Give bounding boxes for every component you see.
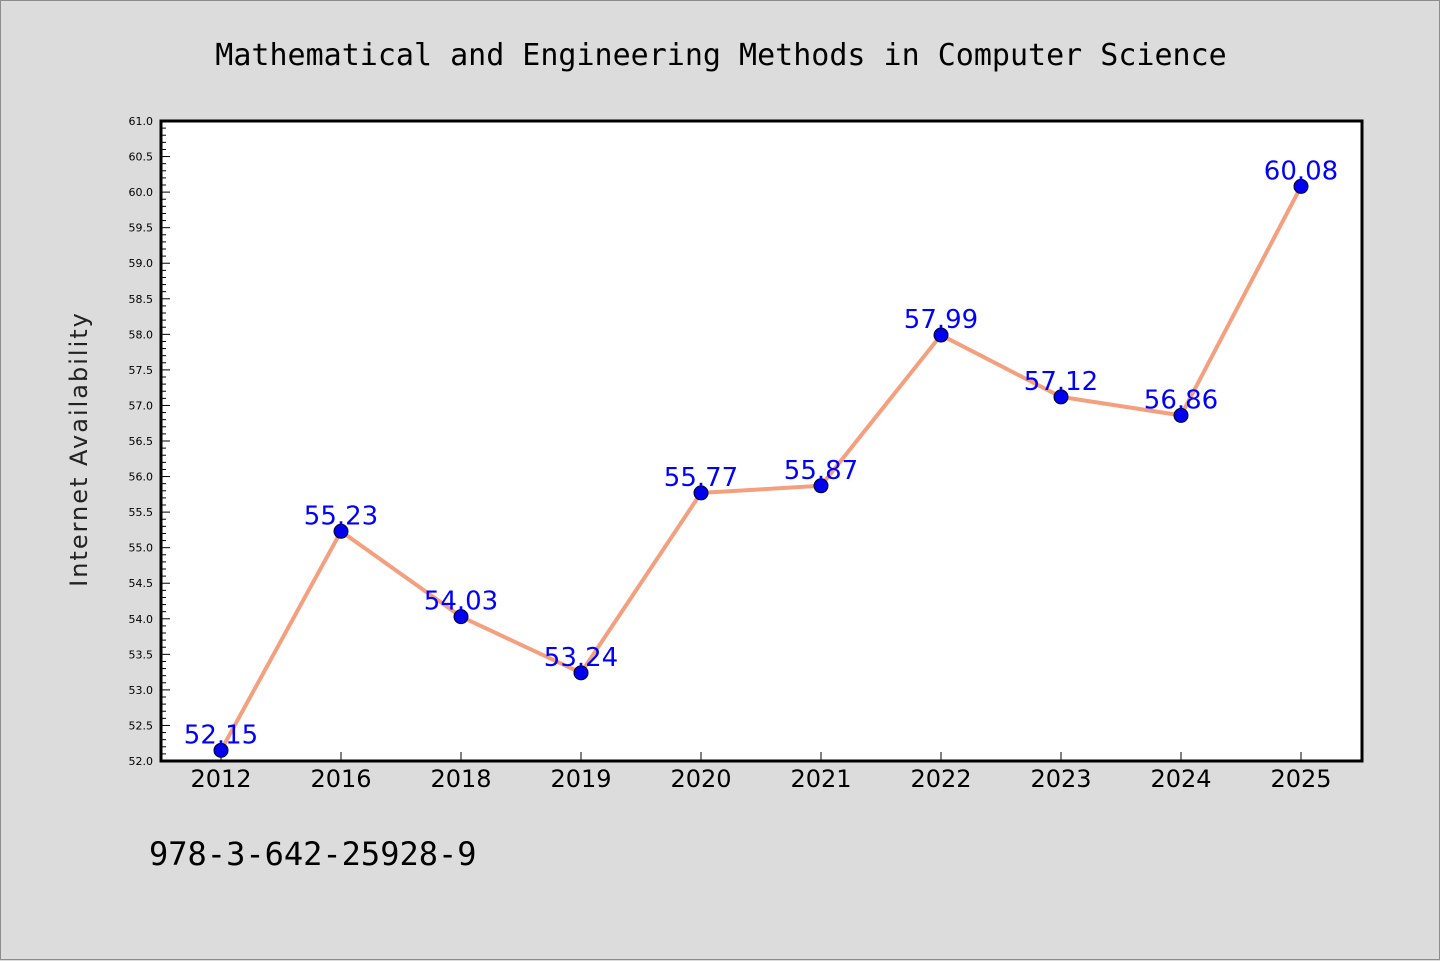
y-tick-label: 56.0 xyxy=(129,471,154,484)
data-point xyxy=(1053,389,1069,405)
y-axis-label: Internet Availability xyxy=(65,311,93,587)
data-point xyxy=(453,609,469,625)
y-tick-label: 54.5 xyxy=(129,577,154,590)
data-label: 55.23 xyxy=(304,501,378,531)
data-point xyxy=(813,478,829,494)
x-tick-label: 2020 xyxy=(670,765,731,793)
y-tick-label: 59.5 xyxy=(129,222,154,235)
x-tick-label: 2018 xyxy=(430,765,491,793)
data-point xyxy=(573,665,589,681)
y-tick-label: 59.0 xyxy=(129,257,154,270)
y-tick-label: 53.5 xyxy=(129,648,154,661)
x-tick-label: 2016 xyxy=(310,765,371,793)
y-tick-label: 57.5 xyxy=(129,364,154,377)
data-label: 57.12 xyxy=(1024,367,1098,397)
x-axis-ticks: 2012 2016 2018 2019 2020 2021 2022 2023 2024 2025 xyxy=(190,752,1332,793)
y-tick-label: 57.0 xyxy=(129,399,154,412)
y-axis-ticks: 52.0 52.5 53.0 53.5 54.0 54.5 55.0 55.5 56.0 56.5… xyxy=(129,115,170,768)
data-label: 60.08 xyxy=(1264,156,1338,186)
data-point xyxy=(333,523,349,539)
data-point xyxy=(213,742,229,758)
y-tick-label: 52.0 xyxy=(129,755,154,768)
data-label: 52.15 xyxy=(184,720,258,750)
data-label: 57.99 xyxy=(904,305,978,335)
chart-title: Mathematical and Engineering Methods in … xyxy=(215,38,1226,73)
data-point xyxy=(1173,407,1189,423)
data-label: 56.86 xyxy=(1144,385,1218,415)
y-tick-label: 56.5 xyxy=(129,435,154,448)
data-label: 54.03 xyxy=(424,587,498,617)
x-tick-label: 2019 xyxy=(550,765,611,793)
data-label: 53.24 xyxy=(544,643,618,673)
x-tick-label: 2021 xyxy=(790,765,851,793)
y-tick-label: 60.5 xyxy=(129,151,154,164)
x-tick-label: 2023 xyxy=(1030,765,1091,793)
data-point xyxy=(693,485,709,501)
x-tick-label: 2024 xyxy=(1150,765,1211,793)
series-layer: 52.15 55.23 54.03 53.24 55.77 55.87 57.99 57.12… xyxy=(184,156,1338,758)
x-tick-label: 2022 xyxy=(910,765,971,793)
y-tick-label: 53.0 xyxy=(129,684,154,697)
data-label: 55.77 xyxy=(664,463,738,493)
y-tick-label: 60.0 xyxy=(129,186,154,199)
data-point xyxy=(1293,178,1309,194)
y-tick-label: 52.5 xyxy=(129,719,154,732)
x-tick-label: 2025 xyxy=(1270,765,1331,793)
y-tick-label: 58.5 xyxy=(129,293,154,306)
y-tick-label: 55.5 xyxy=(129,506,154,519)
plot-area xyxy=(159,119,1364,763)
data-label: 55.87 xyxy=(784,456,858,486)
data-point xyxy=(933,327,949,343)
y-tick-label: 58.0 xyxy=(129,328,154,341)
footer-isbn: 978-3-642-25928-9 xyxy=(149,835,477,873)
x-tick-label: 2012 xyxy=(190,765,251,793)
y-tick-label: 55.0 xyxy=(129,542,154,555)
y-tick-label: 61.0 xyxy=(129,115,154,128)
y-tick-label: 54.0 xyxy=(129,613,154,626)
series-line xyxy=(219,184,1303,753)
